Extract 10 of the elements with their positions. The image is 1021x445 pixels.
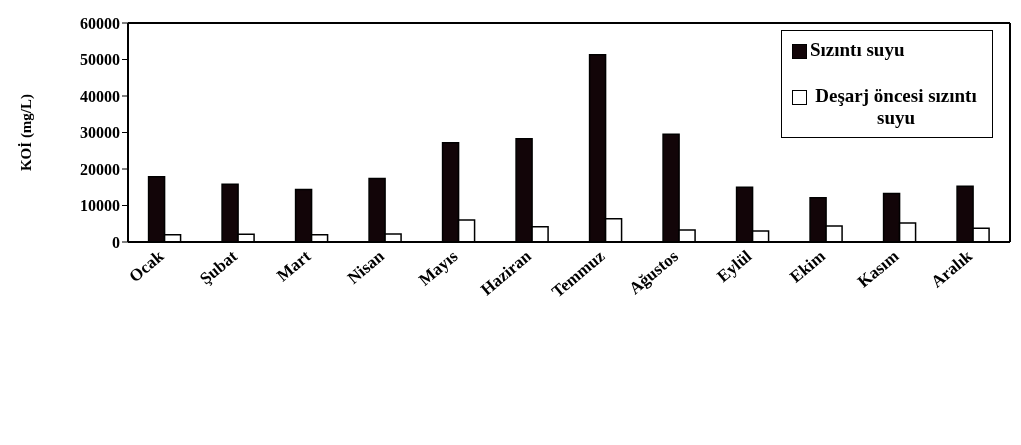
y-tick-label: 40000 [80,87,120,105]
y-tick-label: 20000 [80,160,120,178]
y-tick-label: 0 [112,233,120,251]
y-tick-label: 60000 [80,14,120,32]
legend-label: Deşarj öncesi sızıntı suyu [814,85,978,129]
y-axis-title: KOİ (mg/L) [18,93,36,172]
y-tick-label: 50000 [80,51,120,69]
y-tick-label: 30000 [80,124,120,142]
legend-label: Sızıntı suyu [810,39,905,61]
y-tick-label: 10000 [80,197,120,215]
